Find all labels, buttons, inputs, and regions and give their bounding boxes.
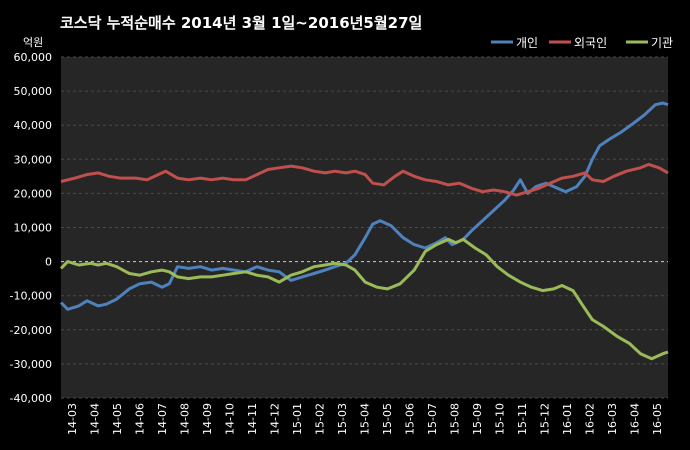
legend-label: 외국인 — [574, 36, 607, 50]
x-tick-label: 15-10 — [493, 403, 506, 435]
series-line-외국인 — [60, 162, 669, 197]
x-tick-label: 16-02 — [583, 403, 596, 435]
x-axis-ticks: 14-03 14-04 14-05 14-06 14-07 14-08 14-09 14-10… — [66, 403, 664, 435]
x-tick-label: 15-11 — [516, 403, 529, 435]
gridlines — [61, 56, 668, 399]
x-tick-label: 14-04 — [89, 403, 102, 435]
x-tick-label: 15-05 — [381, 403, 394, 435]
x-tick-label: 14-08 — [179, 403, 192, 435]
x-tick-label: 15-03 — [336, 403, 349, 435]
x-tick-label: 16-01 — [561, 403, 574, 435]
x-tick-label: 14-12 — [269, 403, 282, 435]
chart-title: 코스닥 누적순매수 2014년 3월 1일~2016년5월27일 — [60, 14, 422, 32]
y-tick-label: -10,000 — [10, 290, 52, 303]
x-tick-label: 16-03 — [606, 403, 619, 435]
x-tick-label: 15-12 — [538, 403, 551, 435]
x-tick-label: 15-07 — [426, 403, 439, 435]
series-lines — [59, 101, 669, 361]
x-tick-label: 15-08 — [448, 403, 461, 435]
x-tick-label: 14-07 — [156, 403, 169, 435]
x-tick-label: 15-06 — [403, 403, 416, 435]
y-tick-label: -20,000 — [10, 324, 52, 337]
legend-label: 기관 — [651, 36, 673, 50]
x-tick-label: 16-04 — [628, 403, 641, 435]
x-tick-label: 14-03 — [66, 403, 79, 435]
x-tick-label: 15-02 — [314, 403, 327, 435]
series-line-개인 — [59, 101, 669, 311]
y-tick-label: -30,000 — [10, 358, 52, 371]
y-axis-ticks: 60,000 50,000 40,000 30,000 20,000 10,000 0 -10… — [10, 51, 52, 405]
y-axis-unit: 억원 — [23, 36, 43, 49]
x-tick-label: 14-10 — [224, 403, 237, 435]
x-tick-label: 16-05 — [651, 403, 664, 435]
y-tick-label: 50,000 — [14, 85, 53, 98]
series-line-기관 — [59, 237, 669, 361]
x-tick-label: 14-05 — [111, 403, 124, 435]
legend-label: 개인 — [516, 36, 538, 50]
y-tick-label: 60,000 — [14, 51, 53, 64]
y-tick-label: 0 — [45, 256, 52, 269]
x-tick-label: 14-06 — [134, 403, 147, 435]
x-tick-label: 15-01 — [291, 403, 304, 435]
x-tick-label: 14-09 — [201, 403, 214, 435]
y-tick-label: -40,000 — [10, 392, 52, 405]
y-tick-label: 30,000 — [14, 153, 53, 166]
x-tick-label: 15-04 — [359, 403, 372, 435]
x-tick-label: 14-11 — [246, 403, 259, 435]
legend: 개인 외국인 기관 — [491, 36, 673, 50]
y-tick-label: 20,000 — [14, 187, 53, 200]
y-tick-label: 40,000 — [14, 119, 53, 132]
x-tick-label: 15-09 — [471, 403, 484, 435]
y-tick-label: 10,000 — [14, 222, 53, 235]
